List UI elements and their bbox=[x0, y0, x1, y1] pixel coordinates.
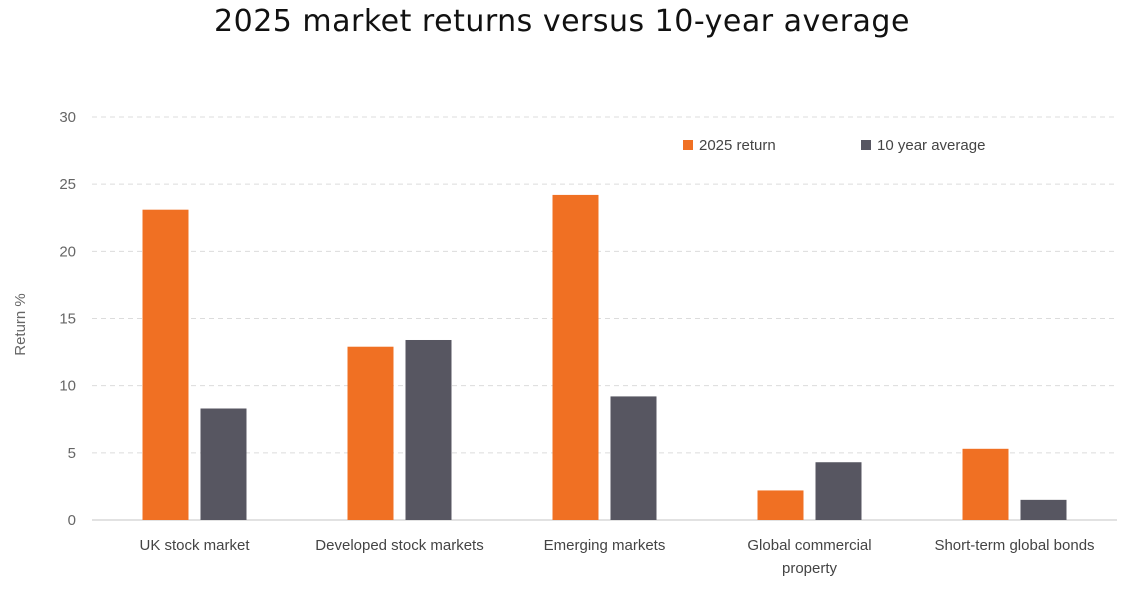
bar-2025-return bbox=[552, 194, 599, 520]
bar-2025-return bbox=[757, 490, 804, 520]
bar-10-year-average bbox=[405, 339, 452, 520]
y-tick-label: 5 bbox=[68, 445, 76, 462]
y-tick-label: 30 bbox=[59, 109, 76, 126]
y-axis-label: Return % bbox=[12, 293, 29, 356]
x-tick-label: Short-term global bonds bbox=[934, 537, 1094, 554]
y-tick-label: 20 bbox=[59, 243, 76, 260]
x-tick-label: Global commercial bbox=[747, 537, 871, 554]
y-tick-label: 15 bbox=[59, 311, 76, 328]
x-tick-label: Emerging markets bbox=[544, 537, 666, 554]
x-tick-label: property bbox=[782, 560, 838, 577]
bar-2025-return bbox=[962, 448, 1009, 520]
x-tick-label: UK stock market bbox=[139, 537, 250, 554]
y-tick-label: 0 bbox=[68, 512, 76, 529]
bar-2025-return bbox=[142, 209, 189, 520]
legend-label: 2025 return bbox=[699, 137, 776, 154]
legend-swatch bbox=[683, 140, 693, 150]
bar-10-year-average bbox=[610, 396, 657, 520]
bar-10-year-average bbox=[1020, 499, 1067, 520]
bar-10-year-average bbox=[815, 462, 862, 520]
bar-2025-return bbox=[347, 346, 394, 520]
bar-10-year-average bbox=[200, 408, 247, 520]
y-tick-label: 10 bbox=[59, 378, 76, 395]
x-tick-label: Developed stock markets bbox=[315, 537, 483, 554]
legend-label: 10 year average bbox=[877, 137, 985, 154]
y-tick-label: 25 bbox=[59, 176, 76, 193]
legend-swatch bbox=[861, 140, 871, 150]
chart-title: 2025 market returns versus 10-year avera… bbox=[214, 4, 910, 39]
